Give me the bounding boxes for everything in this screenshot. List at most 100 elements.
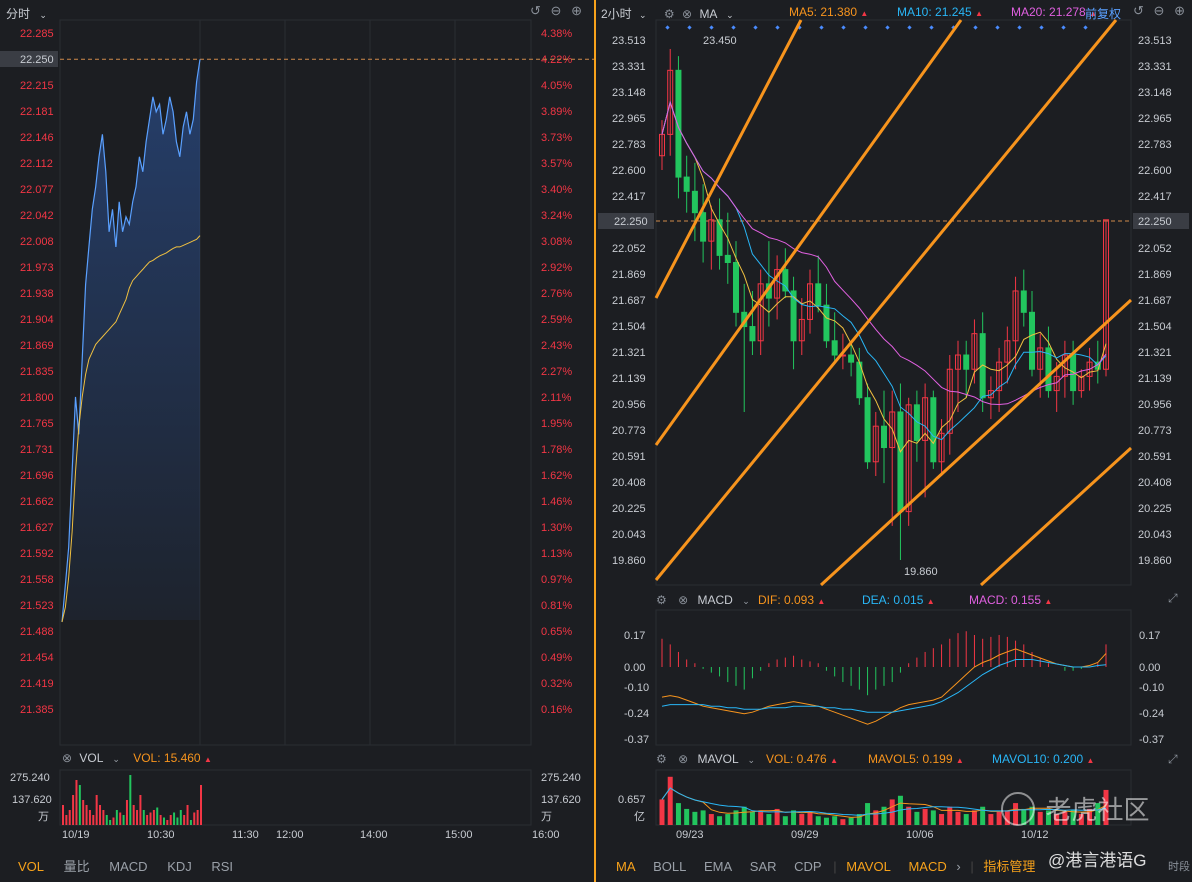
candle-body[interactable] [848,354,855,363]
candle-body[interactable] [691,190,698,214]
candle-body[interactable] [996,361,1003,392]
close-icon[interactable]: ⊗ [678,752,689,766]
close-icon[interactable]: ⊗ [62,751,73,765]
tab-sar[interactable]: SAR [749,859,777,874]
settings-icon[interactable]: ⚙ [656,593,667,607]
event-marker[interactable] [753,25,758,30]
candle-body[interactable] [733,261,739,313]
candle-body[interactable] [815,283,822,306]
candle-body[interactable] [1012,290,1019,342]
tab-macd[interactable]: MACD [908,859,947,874]
adjust-button[interactable]: 前复权 [1085,7,1122,21]
candlestick-chart[interactable]: 23.513 23.513 23.331 23.331 23.148 23.148 22.9… [596,0,1192,882]
expand-icon[interactable]: ⤢ [1168,752,1178,766]
expand-icon[interactable]: ⤢ [1168,591,1178,605]
candle-body[interactable] [913,404,920,441]
candle-body[interactable] [757,283,764,342]
intraday-chart[interactable]: 22.285 22.250 22.215 22.181 22.146 22.112 22.0… [0,0,594,882]
tab-vol[interactable]: VOL [18,859,45,874]
candle-body[interactable] [889,411,896,449]
candle-body[interactable] [930,397,937,463]
period-selector[interactable]: 2小时 [601,7,632,21]
event-marker[interactable] [1017,25,1022,30]
candle-body[interactable] [922,397,929,441]
event-marker[interactable] [907,25,912,30]
minus-circle-icon[interactable]: ⊖ [1153,3,1165,18]
tab-boll[interactable]: BOLL [653,859,687,874]
candle-body[interactable] [905,404,912,513]
time-tag[interactable]: 时段 [1168,861,1190,873]
tab-volume-ratio[interactable]: 量比 [63,859,90,874]
candle-body[interactable] [683,176,690,192]
event-marker[interactable] [1083,25,1088,30]
event-marker[interactable] [731,25,736,30]
tab-kdj[interactable]: KDJ [167,859,192,874]
event-marker[interactable] [885,25,890,30]
trend-channel-line[interactable] [819,298,1133,587]
event-marker[interactable] [687,25,692,30]
mavol-indicator-name[interactable]: MAVOL [697,752,739,766]
candle-body[interactable] [979,333,986,399]
candle-body[interactable] [1037,347,1044,370]
candle-body[interactable] [724,254,731,263]
candle-body[interactable] [963,354,970,370]
indicator-manage-button[interactable]: 指标管理 [983,859,1036,874]
tab-ema[interactable]: EMA [704,859,733,874]
settings-icon[interactable]: ⚙ [656,752,667,766]
event-marker[interactable] [973,25,978,30]
close-icon[interactable]: ⊗ [678,593,689,607]
candle-body[interactable] [987,390,994,399]
trend-channel-line[interactable] [654,19,803,299]
event-marker[interactable] [775,25,780,30]
event-marker[interactable] [841,25,846,30]
plus-circle-icon[interactable]: ⊕ [571,3,582,18]
tab-ma[interactable]: MA [616,859,636,874]
event-marker[interactable] [929,25,934,30]
tab-rsi[interactable]: RSI [211,859,234,874]
candle-body[interactable] [667,69,674,135]
candle-body[interactable] [1078,375,1085,392]
candle-body[interactable] [790,290,797,342]
settings-icon[interactable]: ⚙ [663,7,675,21]
tab-macd[interactable]: MACD [109,859,148,874]
event-marker[interactable] [863,25,868,30]
candle-body[interactable] [716,219,723,256]
candle-body[interactable] [708,219,715,242]
candle-body[interactable] [864,397,871,463]
chevron-right-icon[interactable]: › [956,859,961,874]
trend-channel-line[interactable] [654,19,963,446]
candle-body[interactable] [1045,347,1052,392]
candle-body[interactable] [700,212,707,242]
event-marker[interactable] [665,25,670,30]
candle-body[interactable] [1029,311,1035,370]
period-selector[interactable]: 分时 ⌄ [6,5,47,22]
candle-body[interactable] [823,304,830,342]
candle-body[interactable] [1020,290,1027,313]
candle-body[interactable] [774,269,781,299]
candle-body[interactable] [1086,361,1093,377]
candle-body[interactable] [782,269,789,292]
event-marker[interactable] [1061,25,1066,30]
candle-body[interactable] [872,425,879,463]
undo-icon[interactable]: ↺ [1133,3,1144,18]
candle-body[interactable] [881,425,887,449]
trend-channel-line[interactable] [979,446,1133,587]
candle-body[interactable] [938,432,945,463]
tab-mavol[interactable]: MAVOL [846,859,891,874]
indicator-selector[interactable]: MA [699,7,717,21]
event-marker[interactable] [709,25,714,30]
undo-icon[interactable]: ↺ [530,3,541,18]
candle-body[interactable] [946,368,953,434]
vol-indicator-name[interactable]: VOL [79,751,103,765]
trend-channel-line[interactable] [654,19,1118,581]
candle-body[interactable] [749,326,756,342]
event-marker[interactable] [1039,25,1044,30]
tab-cdp[interactable]: CDP [794,859,822,874]
candle-body[interactable] [831,340,838,356]
candle-body[interactable] [971,333,978,370]
event-marker[interactable] [995,25,1000,30]
macd-indicator-name[interactable]: MACD [697,593,733,607]
candle-body[interactable] [798,318,805,342]
event-marker[interactable] [819,25,824,30]
candle-body[interactable] [955,354,961,370]
